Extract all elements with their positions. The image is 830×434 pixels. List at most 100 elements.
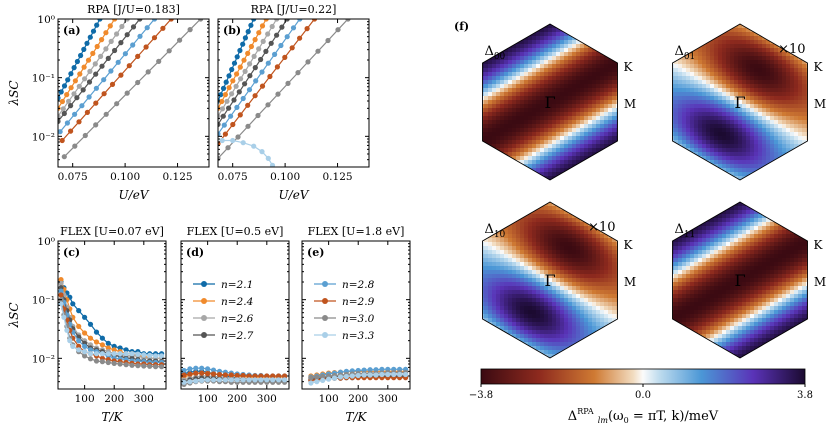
heatmap-cell [722,120,727,125]
heatmap-cell [576,56,581,61]
data-point [198,19,204,22]
heatmap-cell [616,226,618,231]
heatmap-cell [738,120,743,125]
heatmap-cell [722,32,727,37]
heatmap-cell [734,144,739,149]
heatmap-cell [694,116,699,121]
heatmap-cell [512,168,517,173]
heatmap-cell [596,234,601,239]
heatmap-cell [726,92,731,97]
heatmap-cell [710,140,715,145]
heatmap-cell [742,64,747,69]
heatmap-cell [702,164,707,169]
heatmap-cell [770,28,775,33]
heatmap-cell [512,80,517,85]
heatmap-cell [520,172,525,177]
heatmap-cell [604,270,609,275]
heatmap-cell [524,242,529,247]
heatmap-cell [794,84,799,89]
data-point [289,45,295,51]
heatmap-cell [686,28,691,33]
data-point [76,338,82,344]
heatmap-cell [778,56,783,61]
heatmap-cell [778,124,783,129]
heatmap-cell [722,172,727,177]
heatmap-cell [766,64,771,69]
heatmap-cell [738,168,743,173]
heatmap-cell [532,226,537,231]
heatmap-cell [504,202,509,207]
heatmap-cell [706,152,711,157]
heatmap-cell [576,156,581,161]
heatmap-cell [482,108,485,113]
heatmap-cell [496,144,501,149]
legend: n=2.8n=2.9n=3.0n=3.3 [314,279,375,342]
heatmap-cell [698,88,703,93]
panel-label: (c) [63,246,80,259]
heatmap-cell [568,24,573,29]
heatmap-cell [568,160,573,165]
heatmap-cell [572,124,577,129]
heatmap-cell [504,290,509,295]
heatmap-cell [714,116,719,121]
heatmap-cell [702,128,707,133]
heatmap-cell [694,156,699,161]
heatmap-cell [762,112,767,117]
heatmap-cell [750,60,755,65]
heatmap-cell [532,140,537,145]
heatmap-cell [508,132,513,137]
heatmap-cell [702,32,707,37]
heatmap-cell [516,226,521,231]
heatmap-cell [504,72,509,77]
heatmap-cell [584,262,589,267]
heatmap-cell [564,128,569,133]
heatmap-cell [508,108,513,113]
heatmap-cell [678,84,683,89]
data-point [234,54,240,60]
heatmap-cell [584,56,589,61]
heatmap-cell [786,160,791,165]
data-point [221,122,227,128]
heatmap-cell [544,274,549,279]
heatmap-cell [548,24,553,29]
heatmap-cell [580,52,585,57]
heatmap-cell [472,160,476,164]
heatmap-cell [492,32,497,37]
heatmap-cell [624,214,628,218]
heatmap-cell [690,60,695,65]
heatmap-cell [568,258,573,263]
heatmap-cell [702,144,707,149]
heatmap-cell [596,108,601,113]
heatmap-cell [734,36,739,41]
heatmap-cell [576,40,581,45]
heatmap-cell [750,112,755,117]
heatmap-cell [552,124,557,129]
heatmap-cell [520,230,525,235]
heatmap-cell [584,282,589,287]
heatmap-cell [488,60,493,65]
heatmap-cell [500,96,505,101]
heatmap-cell [754,164,759,169]
heatmap-cell [596,210,601,215]
heatmap-cell [774,100,779,105]
heatmap-cell [580,136,585,141]
heatmap-cell [718,72,723,77]
heatmap-cell [540,258,545,263]
heatmap-cell [528,100,533,105]
heatmap-cell [548,80,553,85]
heatmap-cell [790,92,795,97]
heatmap-cell [782,84,787,89]
heatmap-cell [516,128,521,133]
heatmap-cell [802,60,807,65]
heatmap-cell [476,84,480,88]
heatmap-cell [620,168,624,172]
heatmap-cell [758,36,763,41]
heatmap-cell [782,112,787,117]
heatmap-cell [790,68,795,73]
heatmap-cell [718,24,723,29]
heatmap-cell [786,100,791,105]
heatmap-cell [576,92,581,97]
heatmap-cell [666,136,670,140]
heatmap-cell [484,206,489,211]
heatmap-cell [706,168,711,173]
